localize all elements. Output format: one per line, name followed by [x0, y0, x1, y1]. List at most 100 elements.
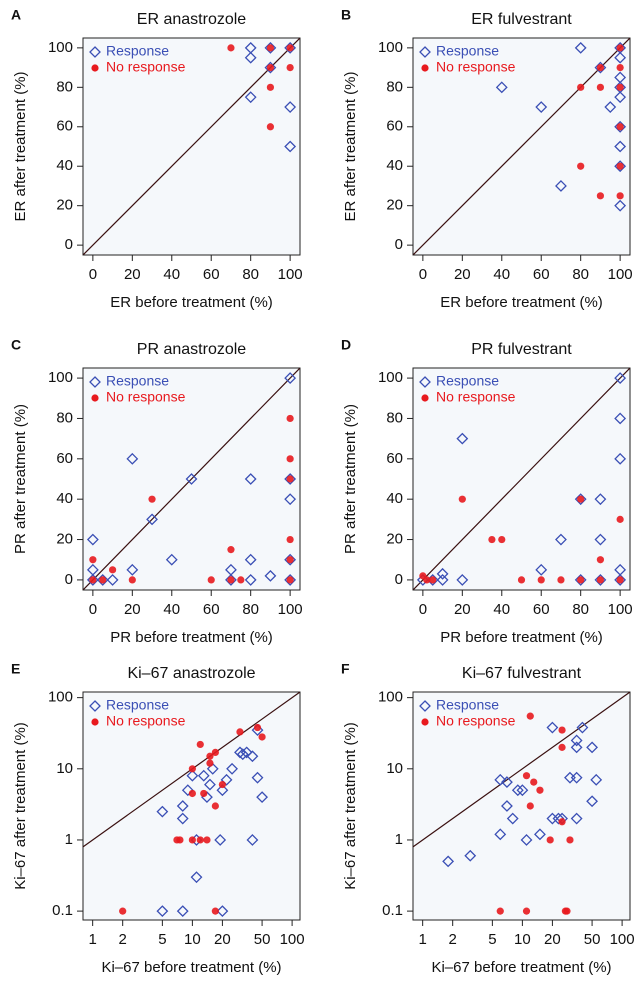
point — [557, 576, 565, 584]
legend-marker — [421, 394, 429, 402]
x-tick-label: 100 — [278, 266, 303, 283]
point — [266, 83, 275, 91]
point — [429, 576, 437, 584]
y-tick-label: 80 — [386, 78, 403, 95]
point — [227, 576, 235, 584]
point — [266, 44, 275, 52]
point — [264, 41, 277, 54]
x-tick-label: 0 — [419, 266, 427, 283]
point — [264, 61, 277, 74]
point — [211, 907, 219, 915]
y-tick-label: 20 — [386, 197, 403, 214]
point — [526, 802, 534, 810]
legend-label: No response — [436, 713, 516, 729]
point — [226, 762, 238, 775]
point — [594, 493, 607, 506]
x-tick-label: 5 — [488, 931, 496, 948]
x-tick-label: 80 — [242, 601, 259, 618]
legend-marker — [89, 700, 101, 712]
point — [423, 576, 431, 584]
point — [614, 51, 627, 64]
point — [176, 836, 184, 844]
y-tick-label: 0 — [65, 571, 73, 588]
x-tick-label: 1 — [418, 931, 426, 948]
point — [218, 780, 227, 789]
point — [464, 849, 477, 862]
x-tick-label: 100 — [608, 601, 633, 618]
point — [552, 812, 565, 825]
point — [207, 576, 215, 584]
identity-line — [83, 368, 300, 590]
point — [526, 712, 534, 720]
plot-content — [413, 368, 630, 590]
point — [181, 784, 194, 797]
point — [458, 495, 466, 503]
point — [534, 828, 546, 841]
point — [596, 576, 605, 584]
point — [436, 567, 449, 580]
point — [244, 473, 257, 485]
point — [616, 123, 624, 131]
y-tick-label: 40 — [386, 490, 403, 507]
panel-letter: B — [341, 7, 351, 23]
point — [284, 473, 297, 485]
point — [156, 805, 169, 818]
legend-label: Response — [436, 697, 499, 713]
y-axis-label: ER after treatment (%) — [342, 71, 359, 221]
point — [284, 553, 297, 566]
point — [596, 192, 605, 200]
y-tick-label: 10 — [386, 760, 403, 777]
point — [284, 101, 297, 113]
y-tick-label: 20 — [386, 531, 403, 548]
point — [227, 546, 235, 554]
point — [176, 905, 189, 918]
point — [196, 740, 204, 749]
y-tick-label: 0 — [395, 236, 403, 253]
chart-title: ER anastrozole — [137, 11, 246, 28]
point — [96, 573, 109, 586]
y-tick-label: 1 — [395, 831, 403, 848]
y-tick-label: 80 — [56, 78, 73, 95]
y-tick-label: 60 — [56, 118, 73, 135]
x-axis-label: ER before treatment (%) — [440, 294, 603, 311]
y-tick-label: 40 — [56, 157, 73, 174]
x-tick-label: 100 — [278, 601, 303, 618]
point — [286, 44, 294, 52]
y-tick-label: 80 — [386, 409, 403, 426]
point — [106, 573, 119, 586]
point — [244, 91, 257, 104]
x-axis-label: PR before treatment (%) — [440, 629, 603, 646]
point — [284, 140, 297, 153]
point — [89, 576, 97, 584]
point — [522, 772, 531, 780]
x-tick-label: 2 — [449, 931, 457, 948]
y-tick-label: 0 — [65, 236, 73, 253]
chart-title: PR anastrozole — [137, 341, 246, 358]
point — [604, 101, 617, 113]
point — [614, 140, 627, 153]
point — [577, 83, 585, 91]
plot-content — [83, 368, 300, 590]
y-tick-label: 80 — [56, 409, 73, 426]
point — [216, 905, 229, 918]
point — [456, 573, 469, 586]
point — [574, 493, 587, 506]
y-tick-label: 0.1 — [382, 902, 403, 919]
point — [614, 452, 627, 465]
point — [577, 495, 585, 503]
point — [206, 762, 219, 775]
point — [266, 63, 275, 72]
x-tick-label: 60 — [203, 601, 220, 618]
chart-title: ER fulvestrant — [471, 11, 572, 28]
x-tick-label: 100 — [280, 931, 305, 948]
plot-content — [413, 38, 630, 255]
point — [188, 765, 196, 773]
identity-line — [83, 692, 300, 848]
point — [86, 573, 99, 586]
x-axis-label: Ki–67 before treatment (%) — [431, 959, 611, 976]
x-tick-label: 40 — [163, 601, 180, 618]
point — [284, 372, 297, 385]
legend-label: Response — [106, 43, 169, 59]
point — [236, 728, 244, 736]
